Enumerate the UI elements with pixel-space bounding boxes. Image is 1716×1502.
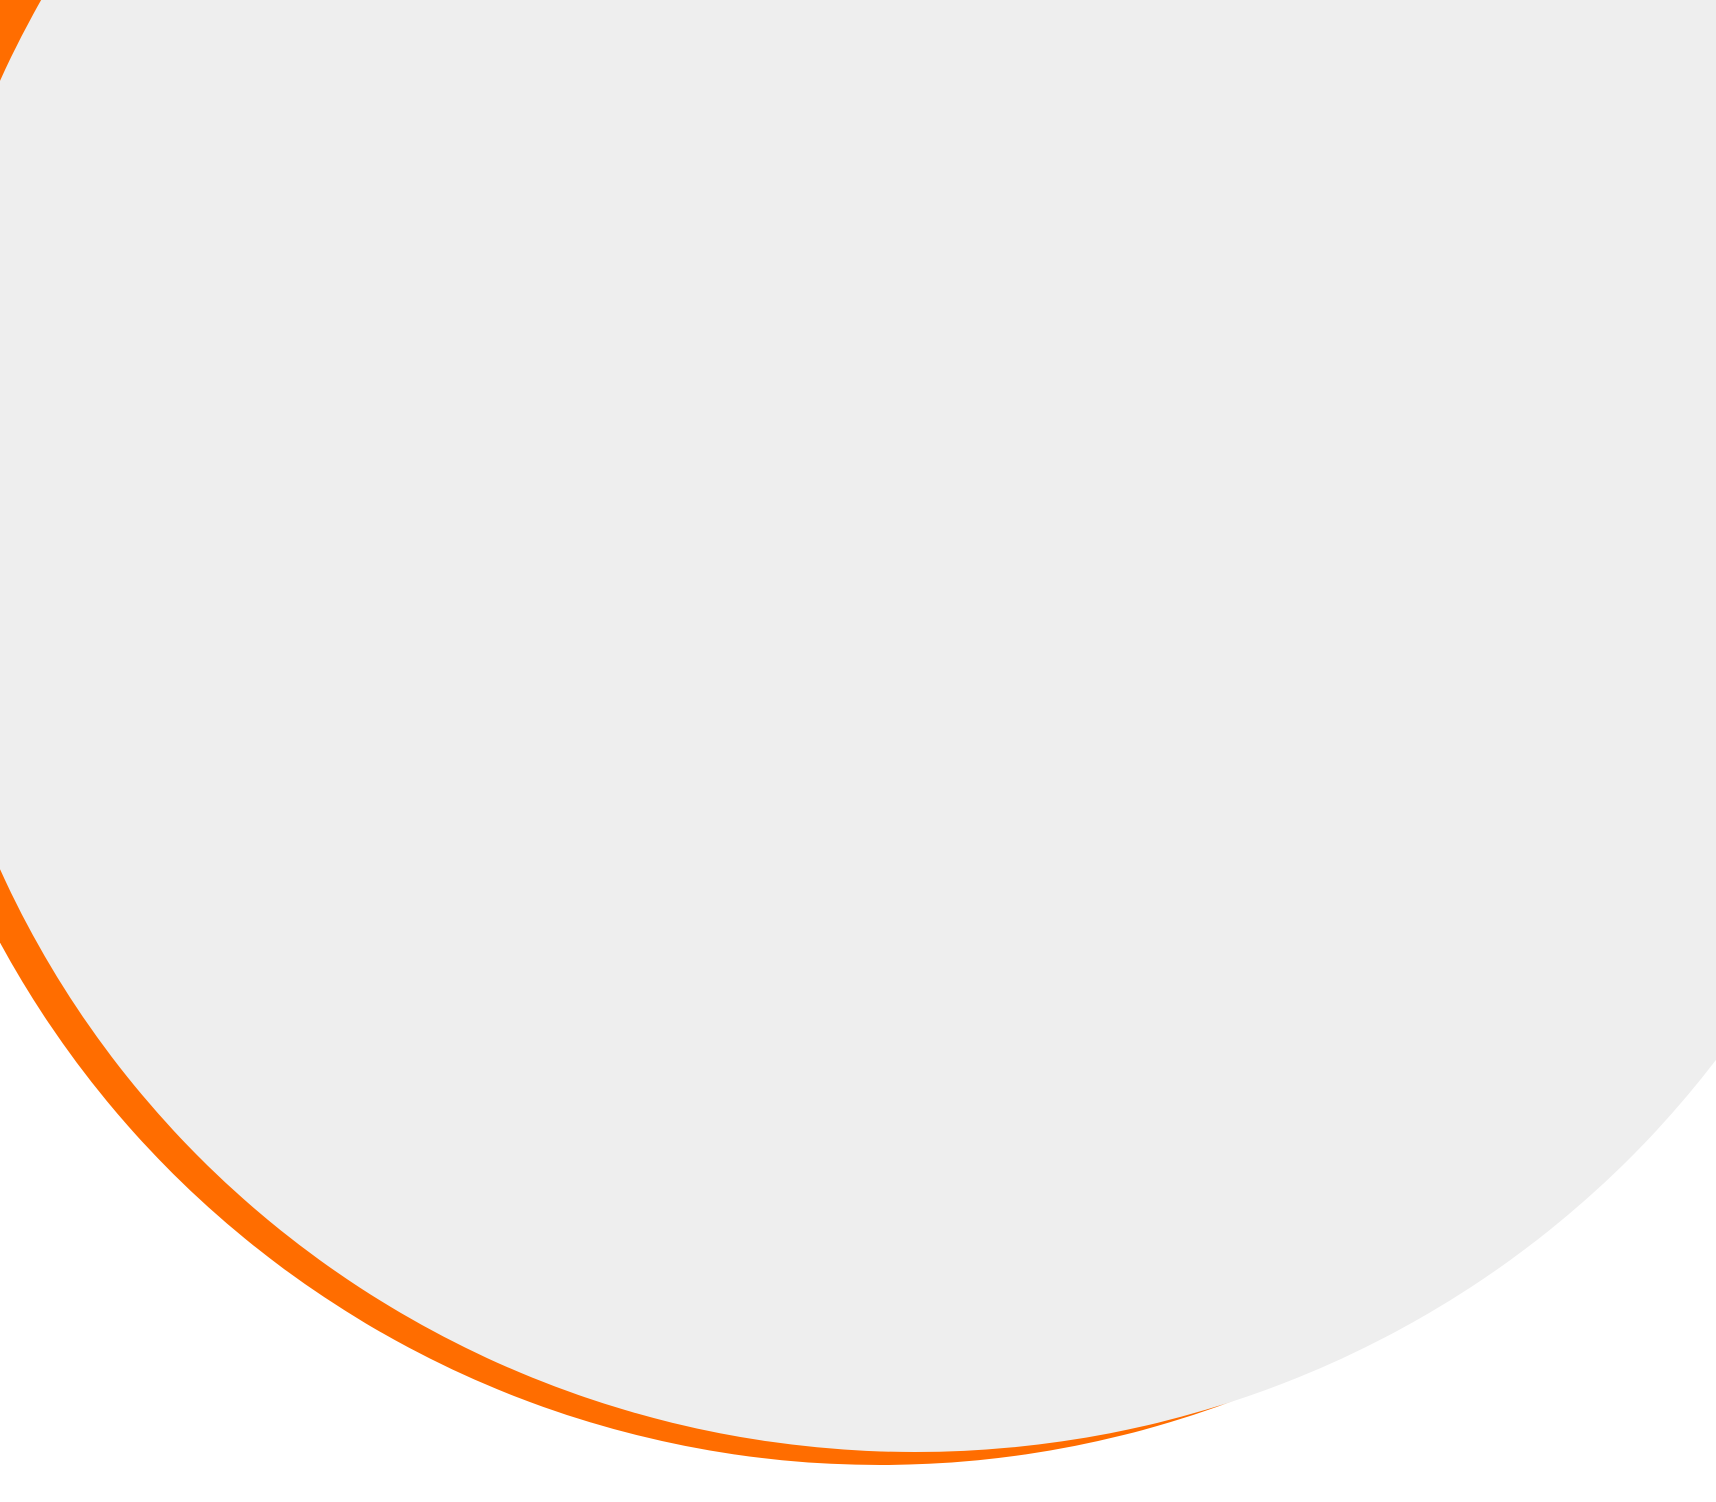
grey-background-disc	[0, 0, 1716, 1452]
